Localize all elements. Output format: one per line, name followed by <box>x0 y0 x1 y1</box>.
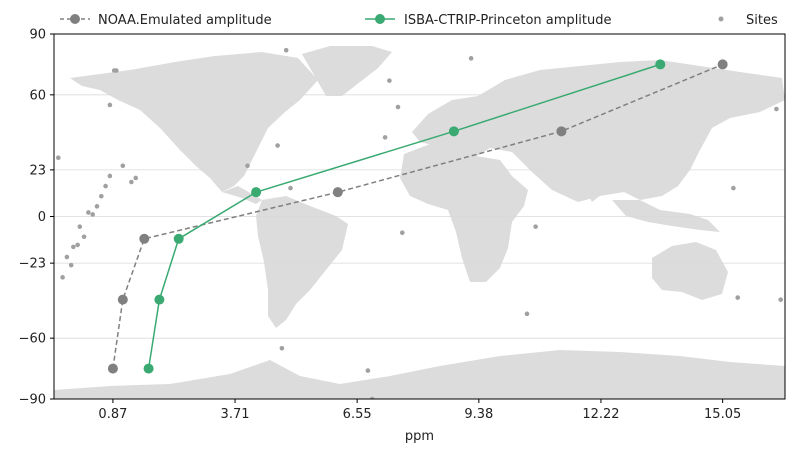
x-tick-label: 6.55 <box>343 407 372 422</box>
site-point <box>86 210 91 215</box>
y-tick-label: −60 <box>19 332 46 347</box>
site-point <box>107 102 113 108</box>
site-point <box>107 173 113 179</box>
site-point <box>64 254 70 260</box>
x-tick-label: 0.87 <box>98 407 127 422</box>
site-point <box>288 185 293 191</box>
site-point <box>71 244 76 250</box>
legend-label-isba: ISBA-CTRIP-Princeton amplitude <box>404 13 612 28</box>
site-point <box>103 183 108 189</box>
site-point <box>731 185 736 191</box>
landmass-india <box>578 158 612 202</box>
y-tick-label: 60 <box>29 88 46 103</box>
series-point <box>251 187 262 198</box>
site-point <box>129 179 134 185</box>
series-point <box>154 294 165 305</box>
series-point <box>655 59 666 70</box>
series-noaa <box>107 59 728 374</box>
site-point <box>735 295 740 300</box>
legend-item-sites: Sites <box>718 13 778 28</box>
series-point <box>332 187 343 198</box>
series-point <box>556 126 567 137</box>
series-line <box>112 63 723 369</box>
site-point <box>524 311 530 317</box>
site-point <box>245 163 250 169</box>
series-point <box>117 294 128 305</box>
legend-item-isba: ISBA-CTRIP-Princeton amplitude <box>365 13 612 28</box>
plot-area <box>53 33 792 400</box>
site-point <box>77 224 83 229</box>
site-point <box>81 234 87 240</box>
sites-scatter <box>56 47 792 399</box>
site-point <box>778 297 783 302</box>
x-tick-label: 15.05 <box>704 407 741 422</box>
x-tick-label: 3.71 <box>221 407 250 422</box>
series-point <box>143 363 154 374</box>
landmass-south-america <box>256 196 348 328</box>
site-point <box>533 224 538 229</box>
series-point <box>717 59 728 70</box>
legend: NOAA.Emulated amplitude ISBA-CTRIP-Princ… <box>60 13 778 28</box>
series-point <box>107 363 118 374</box>
legend-label-noaa: NOAA.Emulated amplitude <box>98 13 272 28</box>
y-tick-label: 23 <box>29 163 46 178</box>
y-tick-label: 0 <box>38 210 46 225</box>
series-point <box>139 233 150 244</box>
site-point <box>60 275 65 280</box>
site-point <box>369 396 375 399</box>
x-tick-label: 12.22 <box>582 407 619 422</box>
x-tick-label: 9.38 <box>464 407 493 422</box>
landmass-north-america <box>70 52 318 192</box>
legend-item-noaa: NOAA.Emulated amplitude <box>60 13 272 28</box>
legend-label-sites: Sites <box>746 13 778 28</box>
site-point <box>787 285 792 290</box>
y-axis: 90 60 23 0 −23 −60 −90 <box>19 28 54 408</box>
site-point <box>283 47 289 53</box>
x-axis: 0.87 3.71 6.55 9.38 12.22 15.05 <box>98 399 741 422</box>
site-point <box>400 230 405 236</box>
site-point <box>114 68 119 73</box>
y-tick-label: 90 <box>29 28 46 43</box>
series-point <box>448 126 459 137</box>
legend-marker-sites <box>718 16 724 22</box>
site-point <box>279 346 285 351</box>
site-point <box>382 135 388 140</box>
site-point <box>90 212 95 217</box>
site-point <box>365 368 371 373</box>
series-line <box>147 63 661 369</box>
site-point <box>120 163 126 169</box>
legend-marker-noaa <box>70 14 80 24</box>
site-point <box>387 78 392 83</box>
landmass-australia <box>652 242 728 300</box>
site-point <box>68 262 74 268</box>
site-point <box>133 175 138 181</box>
site-point <box>75 242 80 248</box>
site-point <box>94 204 100 209</box>
legend-marker-isba <box>375 14 385 24</box>
site-point <box>56 155 61 160</box>
site-point <box>774 106 779 112</box>
y-tick-label: −90 <box>19 393 46 408</box>
landmass-europe-asia <box>412 60 785 202</box>
landmass-antarctica <box>54 350 785 399</box>
landmass-greenland <box>302 46 392 96</box>
y-tick-label: −23 <box>19 257 46 272</box>
landmass-africa <box>400 144 528 282</box>
x-axis-title: ppm <box>405 429 434 444</box>
site-point <box>99 193 104 199</box>
series-point <box>173 233 184 244</box>
world-map <box>54 46 785 399</box>
landmass-central-america <box>222 186 262 204</box>
site-point <box>275 143 280 148</box>
landmass-southeast-asia <box>612 200 720 232</box>
site-point <box>395 104 401 110</box>
site-point <box>468 56 474 61</box>
series-isba <box>143 59 666 374</box>
